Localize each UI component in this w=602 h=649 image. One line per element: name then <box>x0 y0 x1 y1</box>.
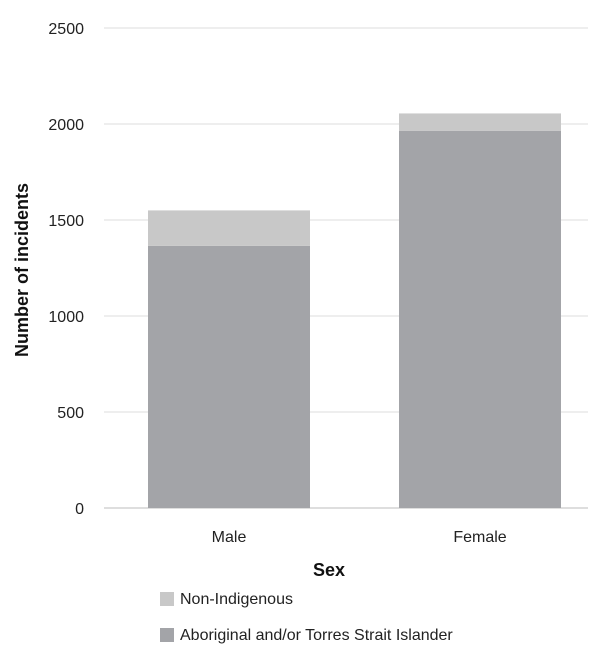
y-tick-label: 2500 <box>48 21 84 38</box>
x-axis-title: Sex <box>313 560 345 580</box>
bar-male-aboriginal-and-or-torres-strait-islander <box>148 245 310 509</box>
y-axis-ticks: 0 500 1000 1500 2000 2500 <box>48 21 84 518</box>
legend: Non-Indigenous Aboriginal and/or Torres … <box>160 591 453 644</box>
legend-swatch-non-indigenous <box>160 592 174 606</box>
bars <box>148 113 561 509</box>
y-tick-label: 1000 <box>48 309 84 326</box>
y-tick-label: 500 <box>57 405 84 422</box>
y-axis-title: Number of incidents <box>12 183 32 357</box>
x-tick-label-female: Female <box>453 529 506 546</box>
bar-female-aboriginal-and-or-torres-strait-islander <box>399 130 561 508</box>
bar-male-non-indigenous <box>148 210 310 246</box>
y-tick-label: 1500 <box>48 213 84 230</box>
x-axis-ticks: Male Female <box>212 529 507 546</box>
y-tick-label: 2000 <box>48 117 84 134</box>
legend-swatch-aboriginal <box>160 628 174 642</box>
legend-label-aboriginal: Aboriginal and/or Torres Strait Islander <box>180 627 453 644</box>
x-tick-label-male: Male <box>212 529 247 546</box>
y-tick-label: 0 <box>75 501 84 518</box>
legend-label-non-indigenous: Non-Indigenous <box>180 591 293 608</box>
bar-female-non-indigenous <box>399 113 561 131</box>
